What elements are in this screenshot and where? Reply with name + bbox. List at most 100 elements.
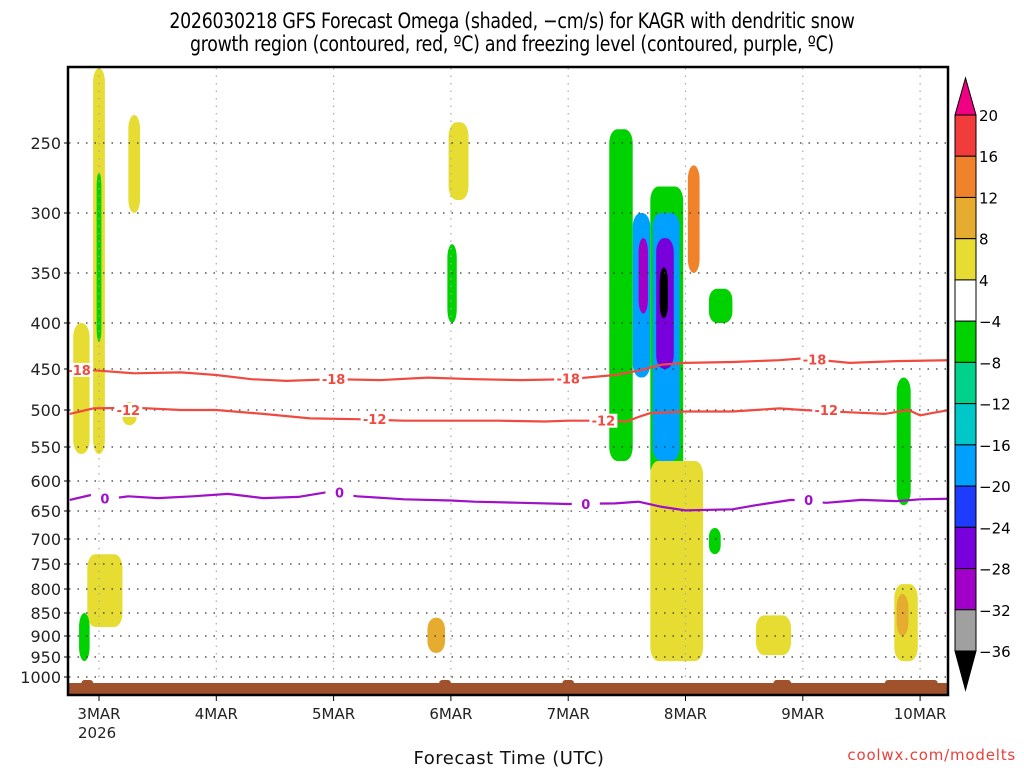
y-tick-label: 950 <box>30 648 61 667</box>
omega-shaded-region <box>708 528 721 555</box>
y-tick-label: 650 <box>30 502 61 521</box>
x-tick-label: 7MAR <box>547 705 590 723</box>
colorbar-label: 8 <box>979 231 989 249</box>
colorbar-swatch <box>954 526 977 570</box>
colorbar-swatch <box>954 320 977 363</box>
omega-shaded-region <box>96 172 102 343</box>
omega-shaded-region <box>128 114 141 213</box>
terrain-bump <box>439 680 451 686</box>
colorbar-label: −12 <box>979 396 1011 414</box>
colorbar-swatch <box>954 485 977 528</box>
y-tick-label: 750 <box>30 555 61 574</box>
colorbar-under-arrow <box>954 650 977 692</box>
contour-line <box>69 357 948 382</box>
contour-label-bg <box>794 492 823 507</box>
colorbar-over-arrow <box>954 76 977 116</box>
x-tick-label: 10MAR <box>894 705 947 723</box>
grid-lines <box>69 68 948 695</box>
chart-title-line-1: 2026030218 GFS Forecast Omega (shaded, −… <box>169 9 855 33</box>
x-tick-label: 9MAR <box>781 705 824 723</box>
y-tick-label: 250 <box>30 134 61 153</box>
colorbar-swatch <box>954 114 977 157</box>
colorbar-swatch <box>954 444 977 487</box>
colorbar-swatch <box>954 238 977 281</box>
colorbar-label: 16 <box>979 148 998 166</box>
colorbar-swatch <box>954 568 977 611</box>
contour-label-bg <box>114 403 143 417</box>
terrain-bump <box>562 680 575 686</box>
omega-shaded-region <box>638 238 648 314</box>
omega-shaded-region <box>73 323 90 455</box>
y-tick-label: 850 <box>30 604 61 623</box>
omega-shading-layer <box>73 68 918 662</box>
terrain-bump <box>884 680 938 686</box>
colorbar-label: −8 <box>979 354 1001 372</box>
contour-layer: -18 -18 -18 -18 -12 -12 -12 -12 0 0 0 0 <box>69 352 948 513</box>
contour-label-bg <box>325 485 354 500</box>
terrain-bump <box>773 680 792 686</box>
contour-label-bg <box>90 491 119 506</box>
colorbar-swatch <box>954 609 977 652</box>
y-tick-label: 400 <box>30 314 61 333</box>
omega-shaded-region <box>755 615 792 655</box>
contour-label: -12 <box>363 413 387 428</box>
omega-shaded-region <box>79 613 90 662</box>
omega-shaded-region <box>650 460 704 662</box>
contour-label: 0 <box>804 494 813 509</box>
x-tick-label: 6MAR <box>429 705 472 723</box>
contour-label: -18 <box>556 372 580 387</box>
contour-label-bg <box>812 403 841 417</box>
contour-label-bg <box>589 413 618 428</box>
colorbar-label: −36 <box>979 643 1011 661</box>
x-axis-title: Forecast Time (UTC) <box>414 748 605 768</box>
y-tick-label: 700 <box>30 530 61 549</box>
omega-shaded-region <box>447 244 457 323</box>
omega-shaded-region <box>427 617 446 653</box>
contour-label: -18 <box>322 373 346 388</box>
contour-label: 0 <box>581 498 590 513</box>
contour-label-bg <box>571 497 600 512</box>
colorbar-label: −4 <box>979 313 1001 331</box>
contour-label-bg <box>800 352 829 367</box>
contour-label: 0 <box>335 487 344 502</box>
colorbar-label: −28 <box>979 561 1011 579</box>
colorbar-swatch <box>954 279 977 322</box>
x-tick-label: 3MAR <box>77 705 120 723</box>
omega-shaded-region <box>896 377 911 506</box>
omega-shaded-region <box>87 554 123 627</box>
y-tick-label: 1000 <box>20 668 61 687</box>
y-tick-label: 450 <box>30 360 61 379</box>
omega-shaded-region <box>687 165 700 273</box>
contour-label-bg <box>69 362 94 377</box>
y-axis: 250 300 350 400 450 500 550 600 650 700 750 800 850 9… <box>20 134 68 687</box>
colorbar-label: 12 <box>979 189 998 207</box>
contour-label-bg <box>319 372 348 387</box>
colorbar-label: −24 <box>979 519 1011 537</box>
x-tick-label: 5MAR <box>312 705 355 723</box>
colorbar-swatch <box>954 361 977 405</box>
colorbar-swatch <box>954 155 977 198</box>
contour-label: 0 <box>100 493 109 508</box>
x-year-label: 2026 <box>78 724 116 742</box>
colorbar-swatch <box>954 403 977 446</box>
colorbar: 20 16 12 8 4 −4 −8 −12 −16 −20 −24 −28 −32 −36 <box>954 76 1011 692</box>
contour-label: -12 <box>592 415 616 430</box>
chart-title-line-2: growth region (contoured, red, ºC) and f… <box>190 32 834 56</box>
contour-label: -18 <box>803 353 827 368</box>
y-tick-label: 500 <box>30 401 61 420</box>
contour-label: -12 <box>815 404 839 419</box>
colorbar-label: −20 <box>979 478 1011 496</box>
omega-shaded-region <box>448 122 469 200</box>
colorbar-label: 20 <box>979 107 998 125</box>
contour-label-bg <box>554 371 583 386</box>
terrain-surface <box>69 680 948 695</box>
omega-shaded-region <box>896 593 909 636</box>
plot-frame <box>66 65 950 697</box>
x-tick-label: 4MAR <box>195 705 238 723</box>
credit-link[interactable]: coolwx.com/modelts <box>847 746 1016 764</box>
omega-shaded-region <box>708 288 733 323</box>
y-tick-label: 350 <box>30 264 61 283</box>
y-tick-label: 800 <box>30 580 61 599</box>
terrain-bump <box>81 680 94 686</box>
